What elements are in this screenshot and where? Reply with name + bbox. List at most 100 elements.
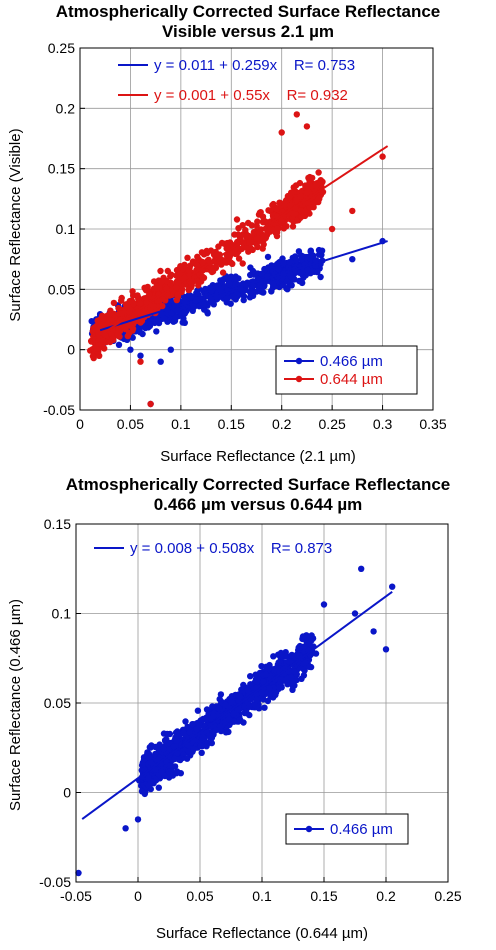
data-point (239, 222, 246, 229)
x-tick-label: 0.05 (186, 888, 213, 904)
data-point (177, 271, 184, 278)
data-point (254, 218, 261, 225)
data-point (146, 744, 153, 751)
data-point (232, 250, 239, 258)
data-point (158, 278, 165, 286)
data-point (249, 246, 256, 254)
chart-title: Atmospherically Corrected Surface Reflec… (56, 2, 441, 21)
data-point (258, 689, 265, 697)
data-point (141, 284, 148, 291)
y-tick-label: -0.05 (43, 402, 75, 418)
data-point (129, 334, 136, 341)
data-point (312, 650, 320, 657)
data-point (349, 207, 356, 215)
data-point (75, 869, 82, 877)
data-point (139, 330, 146, 338)
fit-line-0 (81, 590, 393, 820)
data-point (268, 262, 275, 269)
data-point (218, 239, 226, 247)
data-point (124, 332, 131, 340)
data-point (145, 774, 152, 782)
regression-equation: y = 0.008 + 0.508x R= 0.873 (130, 540, 332, 557)
data-point (253, 678, 260, 685)
data-point (304, 266, 311, 274)
data-point (318, 247, 326, 254)
data-point (228, 698, 235, 706)
data-point (314, 268, 321, 276)
data-point (219, 278, 226, 285)
data-point (246, 703, 253, 710)
data-point (276, 199, 283, 206)
data-point (221, 259, 228, 266)
x-tick-label: 0.15 (218, 416, 245, 432)
data-point (142, 324, 149, 332)
data-point (287, 271, 294, 278)
data-point (153, 328, 160, 335)
data-point (187, 262, 194, 269)
data-point (310, 204, 317, 211)
data-point (190, 746, 197, 753)
data-point (173, 768, 181, 775)
data-point (303, 123, 311, 130)
data-point (254, 235, 262, 242)
data-point (164, 267, 171, 275)
data-point (288, 651, 296, 659)
data-point (315, 195, 322, 203)
data-point (198, 749, 205, 756)
x-axis-label: Surface Reflectance (2.1 µm) (160, 448, 355, 465)
data-point (207, 264, 215, 271)
data-point (241, 703, 248, 710)
data-point (150, 278, 158, 285)
data-point (187, 280, 195, 287)
data-point (287, 202, 294, 209)
x-tick-label: 0.2 (376, 888, 396, 904)
data-point (233, 216, 241, 223)
data-point (389, 583, 396, 590)
data-point (317, 273, 324, 281)
data-point (137, 300, 144, 307)
x-tick-label: 0.3 (373, 416, 393, 432)
fit-line-0 (99, 240, 388, 332)
y-tick-label: 0.25 (48, 40, 75, 56)
y-axis-label: Surface Reflectance (Visible) (7, 128, 24, 321)
chart-0.466um-vs-0.644um: Atmospherically Corrected Surface Reflec… (7, 475, 462, 942)
data-point (115, 304, 122, 312)
data-point (129, 288, 136, 295)
data-point (308, 632, 315, 639)
data-point (275, 259, 283, 266)
data-point (232, 273, 239, 280)
data-point (219, 269, 227, 276)
data-point (178, 287, 185, 295)
y-tick-label: 0.05 (44, 695, 71, 711)
legend-entry: 0.466 µm (320, 353, 383, 370)
data-point (293, 111, 300, 118)
data-point (301, 643, 308, 650)
data-point (130, 300, 137, 308)
data-point (173, 737, 180, 744)
data-point (349, 256, 356, 263)
data-point (297, 207, 304, 214)
data-point (303, 189, 310, 196)
data-point (278, 129, 285, 136)
data-point (194, 707, 202, 714)
data-point (158, 768, 165, 775)
data-point (193, 262, 201, 269)
chart-subtitle: Visible versus 2.1 µm (162, 22, 334, 41)
data-point (174, 307, 181, 314)
legend-entry: 0.466 µm (330, 821, 393, 838)
x-tick-label: 0 (76, 416, 84, 432)
data-point (267, 207, 274, 215)
data-point (168, 310, 175, 317)
data-point (212, 727, 219, 734)
data-point (185, 286, 193, 294)
data-point (262, 234, 269, 242)
data-point (157, 358, 164, 365)
data-point (246, 239, 253, 246)
data-point (351, 610, 359, 617)
data-point (247, 673, 254, 680)
data-point (306, 663, 313, 670)
data-point (222, 729, 230, 736)
data-point (232, 280, 239, 288)
data-point (240, 681, 247, 689)
data-point (199, 258, 206, 266)
